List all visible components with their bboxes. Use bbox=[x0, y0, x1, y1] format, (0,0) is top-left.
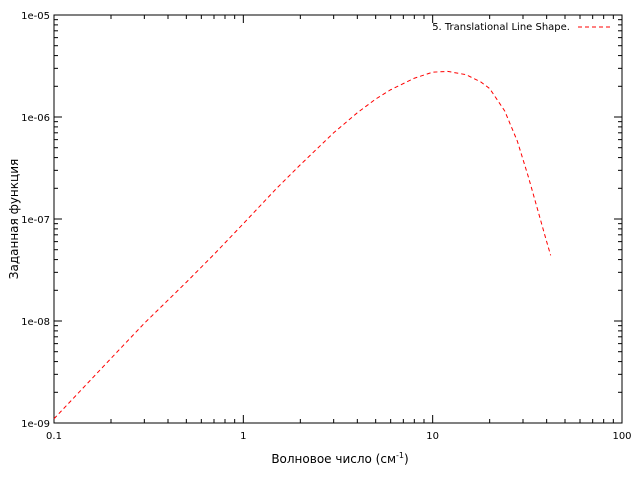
x-tick-label: 0.1 bbox=[46, 431, 62, 442]
y-tick-label: 1e-09 bbox=[21, 419, 50, 430]
legend: 5. Translational Line Shape. bbox=[432, 22, 612, 33]
y-tick-label: 1e-06 bbox=[21, 113, 50, 124]
y-axis-label: Заданная функция bbox=[7, 159, 21, 279]
plot-frame bbox=[53, 14, 623, 424]
legend-label: 5. Translational Line Shape. bbox=[432, 22, 570, 33]
axis-ticks: 0.1 1 10 100 1e-09 1e-08 1e-07 1e-06 1e-05 bbox=[21, 11, 631, 442]
x-tick-label: 1 bbox=[240, 431, 246, 442]
x-axis-label-main: Волновое число (см bbox=[271, 452, 396, 466]
x-axis-label-close: ) bbox=[404, 452, 409, 466]
x-tick-label: 10 bbox=[426, 431, 439, 442]
x-axis-label-superscript: -1 bbox=[396, 451, 404, 460]
y-tick-label: 1e-05 bbox=[21, 11, 50, 22]
series-layer bbox=[53, 70, 552, 420]
y-tick-label: 1e-07 bbox=[21, 215, 50, 226]
y-tick-label: 1e-08 bbox=[21, 317, 50, 328]
series-line bbox=[53, 70, 552, 420]
x-tick-label: 100 bbox=[612, 431, 631, 442]
x-axis-label: Волновое число (см-1) bbox=[271, 451, 408, 466]
